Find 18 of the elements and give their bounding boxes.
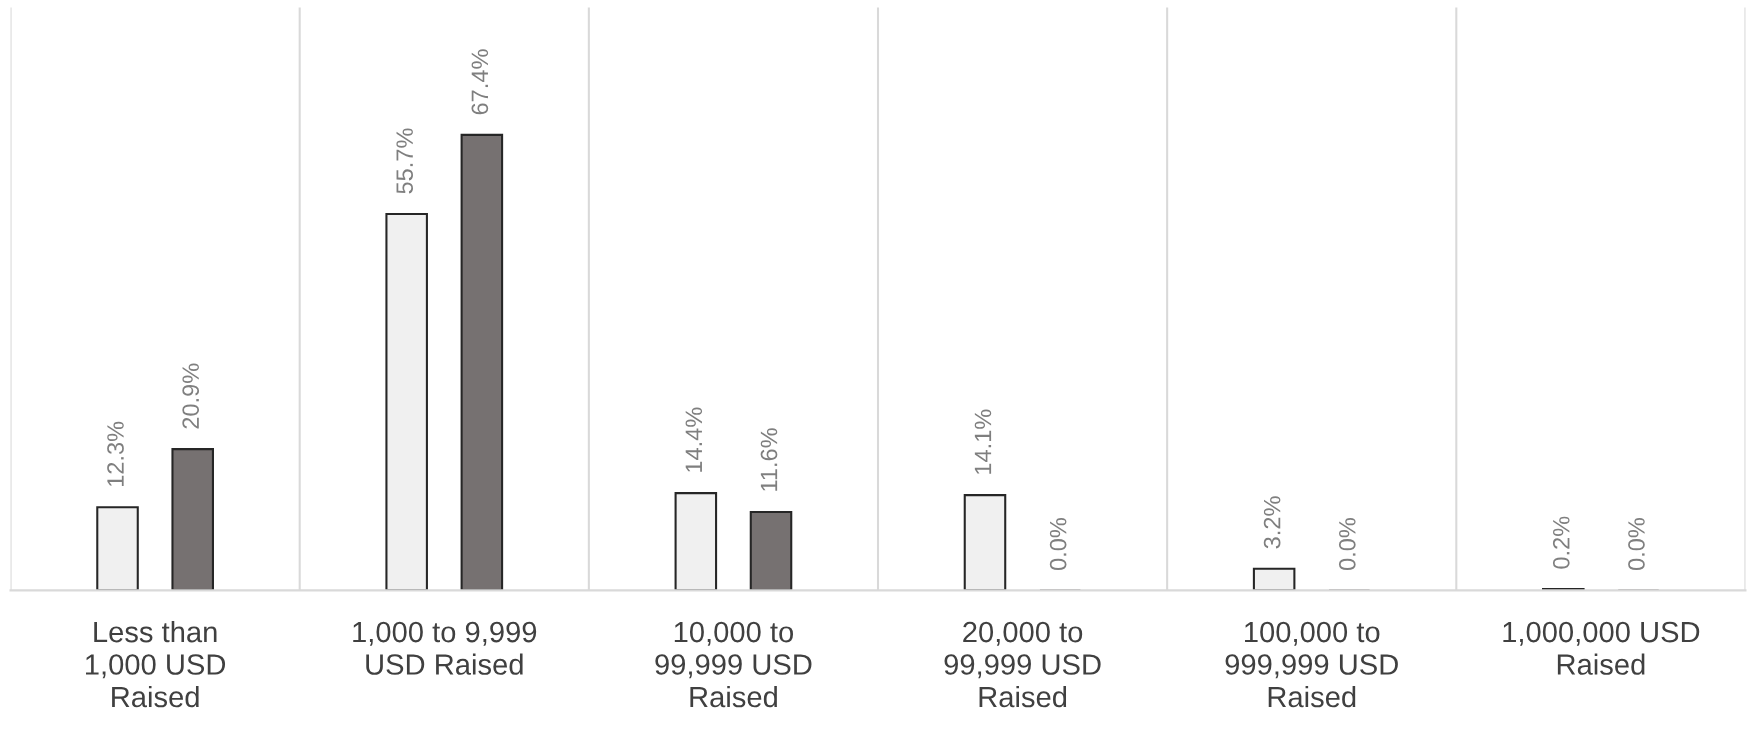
- data-label: 14.1%: [974, 409, 992, 474]
- x-tick-label: 20,000 to 99,999 USD Raised: [944, 621, 1101, 708]
- data-label: 12.3%: [107, 421, 124, 487]
- x-tick-label: 1,000,000 USD Raised: [1503, 621, 1700, 675]
- data-label: 0.0%: [1338, 517, 1356, 571]
- x-tick-label: 1,000 to 9,999 USD Raised: [353, 621, 537, 675]
- data-label: 11.6%: [760, 428, 778, 491]
- data-label: 14.4%: [685, 407, 703, 472]
- data-label: 20.9%: [182, 363, 200, 429]
- data-label: 55.7%: [396, 128, 414, 194]
- x-tick-label: 10,000 to 99,999 USD Raised: [655, 621, 812, 708]
- x-tick-label: Less than 1,000 USD Raised: [86, 620, 226, 708]
- data-label: 3.2%: [1263, 496, 1281, 549]
- data-label: 0.0%: [1049, 517, 1067, 571]
- data-label: 67.4%: [471, 49, 489, 115]
- data-label: 0.0%: [1628, 517, 1645, 571]
- data-label: 0.2%: [1552, 516, 1570, 569]
- x-tick-label: 100,000 to 999,999 USD Raised: [1225, 621, 1398, 708]
